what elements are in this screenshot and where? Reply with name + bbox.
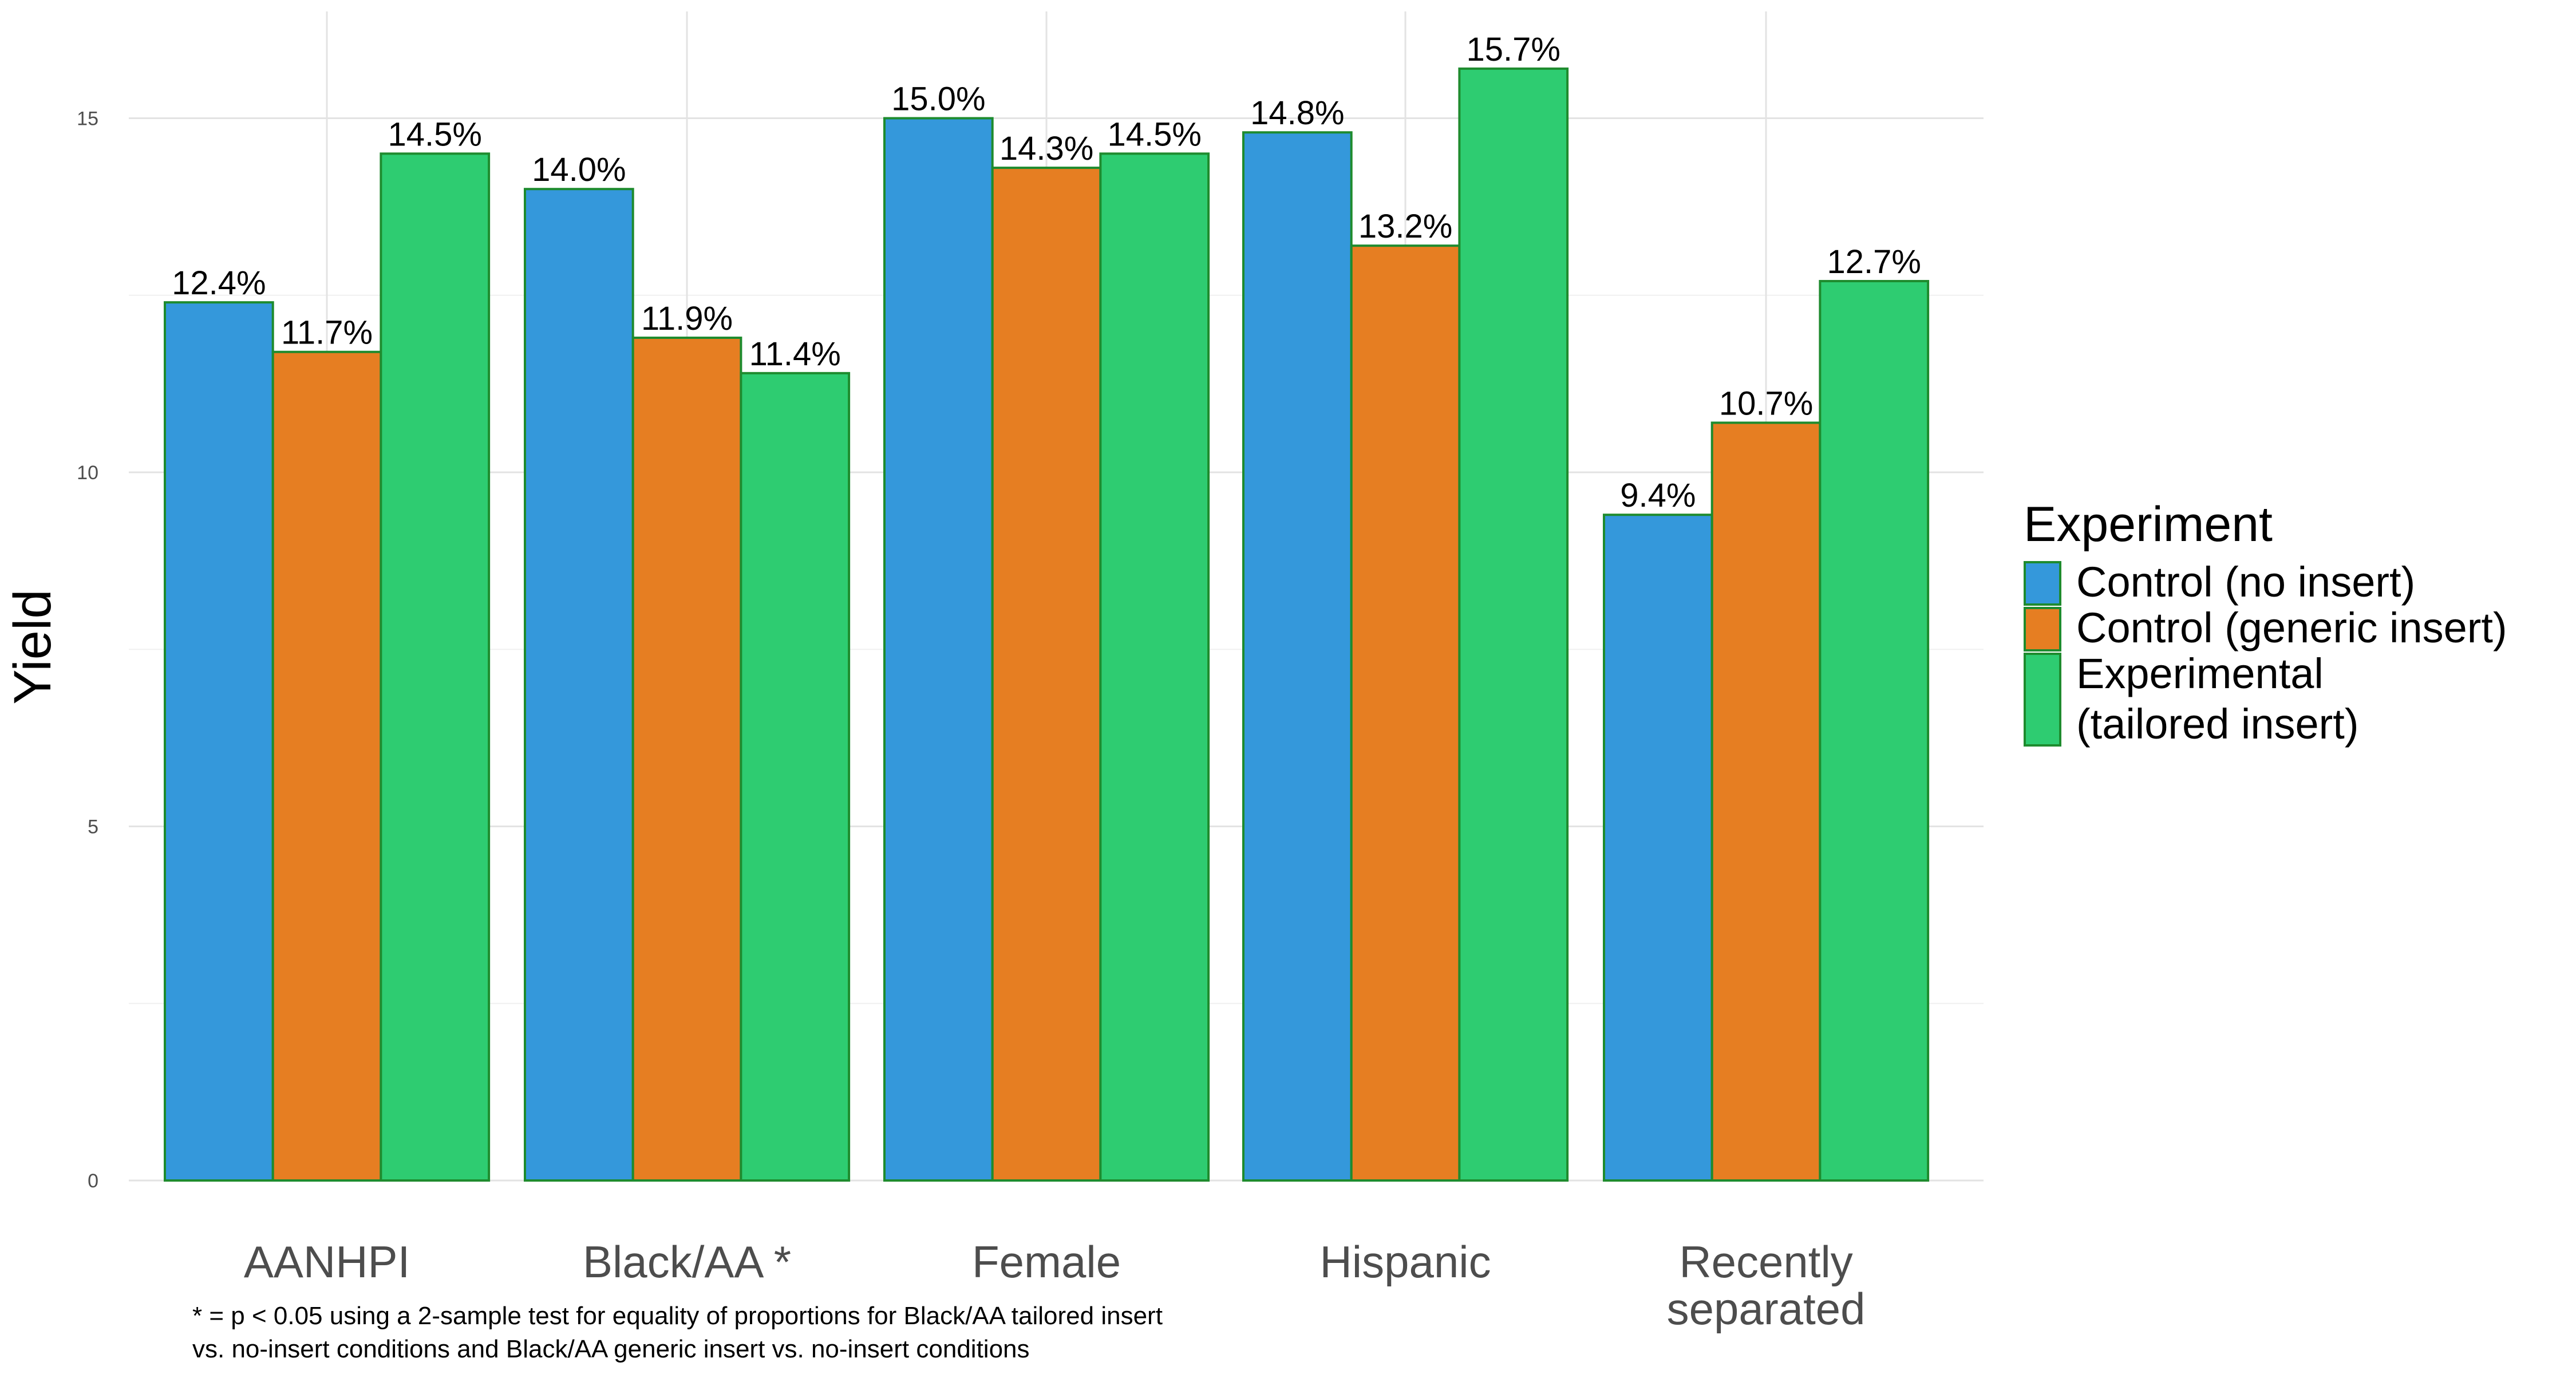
bar-value-label: 12.4%	[172, 264, 266, 302]
bar-value-label: 14.5%	[1108, 116, 1202, 153]
y-axis-title: Yield	[3, 589, 62, 704]
x-tick-label: Black/AA *	[583, 1237, 791, 1287]
bar-value-label: 14.8%	[1250, 94, 1344, 132]
legend-label: Control (generic insert)	[2076, 604, 2507, 652]
legend: Experiment Control (no insert)Control (g…	[2024, 497, 2507, 748]
x-tick-label: AANHPI	[244, 1237, 410, 1287]
bar-value-labels: 12.4% 14.0% 15.0% 14.8% 9.4% 11.7% 11.9% 14.3% 1…	[172, 31, 1921, 514]
legend-title: Experiment	[2024, 497, 2273, 552]
bar	[1710, 421, 1822, 1182]
bar-value-label: 9.4%	[1620, 477, 1696, 514]
footnote: * = p < 0.05 using a 2-sample test for e…	[192, 1302, 1163, 1363]
legend-label: (tailored insert)	[2076, 700, 2359, 748]
bar	[740, 372, 851, 1182]
legend-label: Control (no insert)	[2076, 558, 2415, 606]
x-tick-label: Hispanic	[1319, 1237, 1491, 1287]
legend-key	[2024, 561, 2061, 606]
bar-value-label: 14.5%	[388, 116, 482, 153]
bar	[524, 188, 634, 1182]
bar	[271, 350, 382, 1182]
bar	[1458, 67, 1569, 1182]
bar-value-label: 14.0%	[532, 151, 626, 188]
bar	[1603, 514, 1713, 1182]
bars	[164, 67, 1930, 1182]
bar-value-label: 11.4%	[749, 335, 841, 373]
legend-key	[2024, 653, 2061, 747]
bar	[991, 167, 1102, 1182]
bar-value-label: 14.3%	[999, 130, 1093, 167]
bar-value-label: 10.7%	[1719, 385, 1813, 422]
y-axis-ticks: 0 5 10 15	[77, 108, 98, 1193]
bar	[631, 336, 742, 1182]
bar-value-label: 15.7%	[1467, 31, 1560, 68]
y-tick-label: 10	[77, 462, 98, 484]
bar-value-label: 12.7%	[1827, 243, 1921, 281]
y-tick-label: 0	[88, 1170, 98, 1192]
bar-value-label: 15.0%	[891, 81, 985, 118]
bar	[883, 117, 994, 1182]
y-tick-label: 15	[77, 108, 98, 130]
bar	[1819, 280, 1930, 1182]
bar-value-label: 11.7%	[281, 314, 373, 352]
bar-value-label: 11.9%	[641, 300, 733, 337]
bar	[1350, 244, 1461, 1182]
y-tick-label: 5	[88, 816, 98, 838]
bar-value-label: 13.2%	[1358, 208, 1452, 245]
legend-key	[2024, 607, 2061, 652]
bar	[1099, 152, 1210, 1182]
legend-label: Experimental	[2076, 650, 2324, 697]
x-tick-label: separated	[1667, 1284, 1866, 1334]
x-tick-label: Female	[972, 1237, 1121, 1287]
x-tick-label: Recently	[1679, 1237, 1852, 1287]
bar	[164, 301, 274, 1182]
bar	[1242, 131, 1353, 1182]
x-axis-labels: AANHPI Black/AA * Female Hispanic Recentlyse…	[244, 1237, 1866, 1334]
bar	[380, 152, 491, 1182]
